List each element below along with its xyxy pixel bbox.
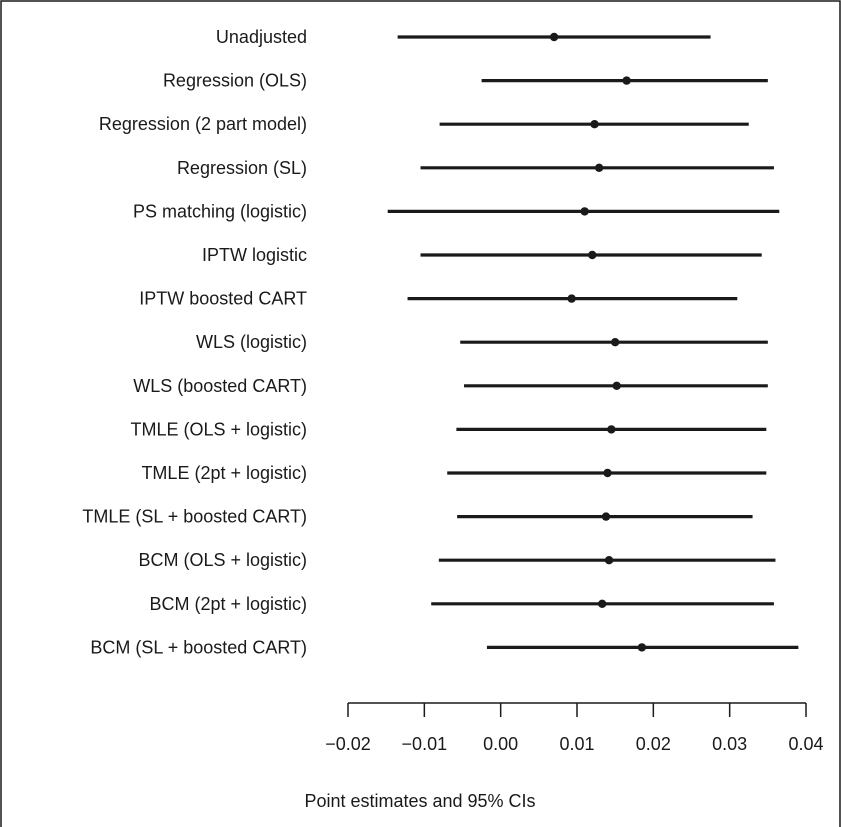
x-axis: −0.02 −0.01 0.00 0.01 0.02 0.03 0.04 <box>325 702 824 754</box>
point-estimate-marker <box>588 250 597 260</box>
estimate-row: BCM (SL + boosted CART) <box>90 637 799 657</box>
estimate-row: Regression (2 part model) <box>99 114 749 134</box>
estimate-row: BCM (2pt + logistic) <box>149 594 774 614</box>
row-label: Regression (SL) <box>177 158 307 178</box>
estimate-row: Regression (OLS) <box>163 71 768 91</box>
point-estimate-marker <box>637 643 647 652</box>
x-tick-label: 0.00 <box>483 734 518 754</box>
point-estimate-marker <box>607 425 616 434</box>
x-tick-label: 0.04 <box>788 734 823 754</box>
row-label: IPTW logistic <box>202 245 307 265</box>
row-label: PS matching (logistic) <box>133 201 307 221</box>
point-estimate-marker <box>590 120 599 129</box>
row-label: WLS (logistic) <box>196 332 307 352</box>
estimate-row: TMLE (OLS + logistic) <box>130 419 767 439</box>
point-estimate-marker <box>603 468 612 478</box>
estimate-row: WLS (logistic) <box>196 332 768 352</box>
x-tick-label: 0.03 <box>712 734 747 754</box>
estimate-row: PS matching (logistic) <box>133 201 780 221</box>
row-label: BCM (OLS + logistic) <box>138 550 307 570</box>
row-label: TMLE (SL + boosted CART) <box>82 507 307 527</box>
row-label: BCM (2pt + logistic) <box>149 594 307 614</box>
estimate-row: IPTW boosted CART <box>139 289 738 309</box>
point-estimate-marker <box>612 381 621 390</box>
row-label: BCM (SL + boosted CART) <box>90 637 307 657</box>
estimate-row: Regression (SL) <box>177 158 774 178</box>
point-estimate-marker <box>567 294 576 303</box>
point-estimate-marker <box>601 512 611 521</box>
estimate-row: BCM (OLS + logistic) <box>138 550 776 570</box>
x-tick-label: −0.02 <box>325 734 371 754</box>
x-tick-label: 0.02 <box>636 734 671 754</box>
row-label: Regression (2 part model) <box>99 114 307 134</box>
x-tick-label: −0.01 <box>402 734 448 754</box>
row-label: Unadjusted <box>216 27 307 47</box>
row-label: IPTW boosted CART <box>139 289 307 309</box>
estimate-row: TMLE (2pt + logistic) <box>141 463 767 483</box>
x-tick-label: 0.01 <box>559 734 594 754</box>
row-label: Regression (OLS) <box>163 71 307 91</box>
estimate-row: Unadjusted <box>216 27 711 47</box>
row-label: TMLE (2pt + logistic) <box>141 463 307 483</box>
point-estimate-marker <box>580 207 589 216</box>
estimate-row: WLS (boosted CART) <box>133 376 768 396</box>
estimate-row: TMLE (SL + boosted CART) <box>82 507 753 527</box>
point-estimate-marker <box>594 163 604 172</box>
row-label: WLS (boosted CART) <box>133 376 307 396</box>
estimate-row: IPTW logistic <box>202 245 762 265</box>
point-estimate-marker <box>610 338 620 347</box>
point-estimate-marker <box>604 556 614 565</box>
point-estimate-marker <box>622 76 631 85</box>
estimate-rows: Unadjusted Regression (OLS) Regression (2 … <box>82 27 799 657</box>
point-estimate-marker <box>597 599 607 608</box>
row-label: TMLE (OLS + logistic) <box>130 419 307 439</box>
x-axis-title: Point estimates and 95% CIs <box>304 791 535 811</box>
point-estimate-marker <box>549 32 559 42</box>
